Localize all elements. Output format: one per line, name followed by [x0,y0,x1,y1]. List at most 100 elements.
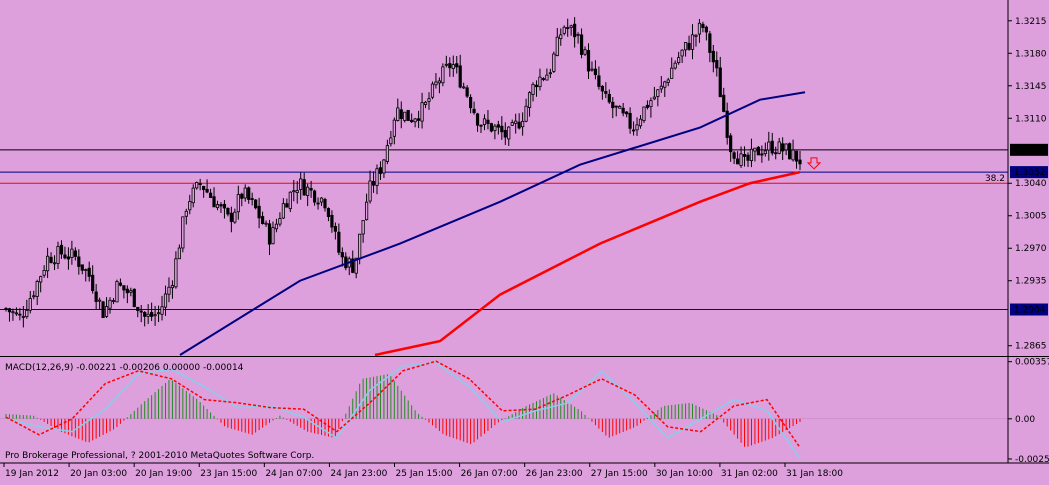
candle-body [98,299,102,302]
candle-body [260,216,265,225]
candle-body [392,119,396,137]
candle-body [430,83,435,98]
candle-body [767,141,771,151]
candle-body [722,94,726,112]
macd-pane [0,360,1008,460]
candle-body [735,158,740,165]
candle-body [278,218,282,225]
candle-body [32,295,36,298]
candle-body [378,167,383,174]
candle-body [631,129,636,132]
candle-body [229,212,233,222]
candle-body [455,63,459,68]
candle-body [202,185,206,190]
candle-body [323,199,327,209]
candle-body [597,75,601,87]
price-tick-label: 1.3215 [1015,17,1047,27]
candle-body [132,288,136,307]
time-tick-label: 20 Jan 03:00 [70,469,127,479]
candle-body [718,67,722,98]
candle-body [628,112,632,129]
candle-body [715,60,719,69]
candle-body [697,22,702,35]
candle-body [122,285,126,291]
candle-body [181,216,185,249]
candle-body [531,84,535,95]
candle-body [791,149,795,161]
candle-body [600,85,604,92]
time-tick-label: 19 Jan 2012 [5,469,59,479]
candle-body [399,109,403,119]
candle-body [559,34,563,40]
candle-body [285,203,289,208]
candle-body [749,148,754,162]
price-tick-label: 1.2865 [1015,342,1047,352]
candle-body [500,125,504,133]
candle-body [267,223,272,245]
candle-body [486,119,490,124]
candle-body [742,154,747,157]
candle-body [198,182,202,186]
candle-body [111,300,116,302]
candle-body [91,274,95,292]
signal-line [5,360,801,449]
candle-body [621,107,625,114]
candle-body [319,197,324,203]
candle-body [174,258,178,288]
candle-body [420,102,424,122]
candle-body [503,130,507,138]
candle-body [215,204,220,209]
candle-body [236,194,240,213]
candle-body [479,124,483,127]
candle-body [226,207,230,215]
candle-body [475,113,480,126]
candle-body [35,281,39,297]
candle-body [156,312,161,315]
candle-body [770,140,774,154]
price-tick-label: 1.3040 [1015,179,1047,189]
candle-body [763,150,767,155]
candle-body [521,120,525,128]
price-tick-label: 1.2935 [1015,277,1047,287]
candle-body [756,146,760,156]
candle-body [70,248,74,259]
candle-body [448,63,452,69]
candle-body [604,91,608,94]
candle-body [784,143,788,151]
candle-body [28,298,32,311]
candle-body [312,190,317,203]
candle-body [496,124,500,128]
candle-body [403,111,407,121]
candle-body [593,68,598,76]
candle-body [645,104,650,108]
candle-body [652,96,656,100]
candle-body [143,311,147,317]
candle-body [458,65,462,88]
candle-body [188,201,192,211]
candle-body [49,256,53,263]
candle-body [469,96,473,109]
macd-line [5,362,801,460]
candle-body [170,285,175,289]
candle-body [666,79,670,83]
price-tick-label: 1.3005 [1015,212,1047,222]
candle-body [656,89,660,97]
time-tick-label: 31 Jan 02:00 [721,469,778,479]
candle-body [344,256,348,269]
candle-body [590,68,594,71]
candle-body [462,86,466,89]
candle-body [184,210,188,217]
time-tick-label: 26 Jan 07:00 [461,469,518,479]
candle-body [63,254,67,259]
candle-body [451,64,455,69]
candle-body [316,202,320,205]
macd-tick-label: 0.00 [1015,415,1035,425]
candle-body [514,120,518,124]
candle-body [295,190,299,193]
candle-body [704,26,708,33]
candle-body [274,223,279,230]
candle-body [777,141,781,154]
candle-body [7,308,12,313]
price-pane: 38.2 [0,17,1008,357]
